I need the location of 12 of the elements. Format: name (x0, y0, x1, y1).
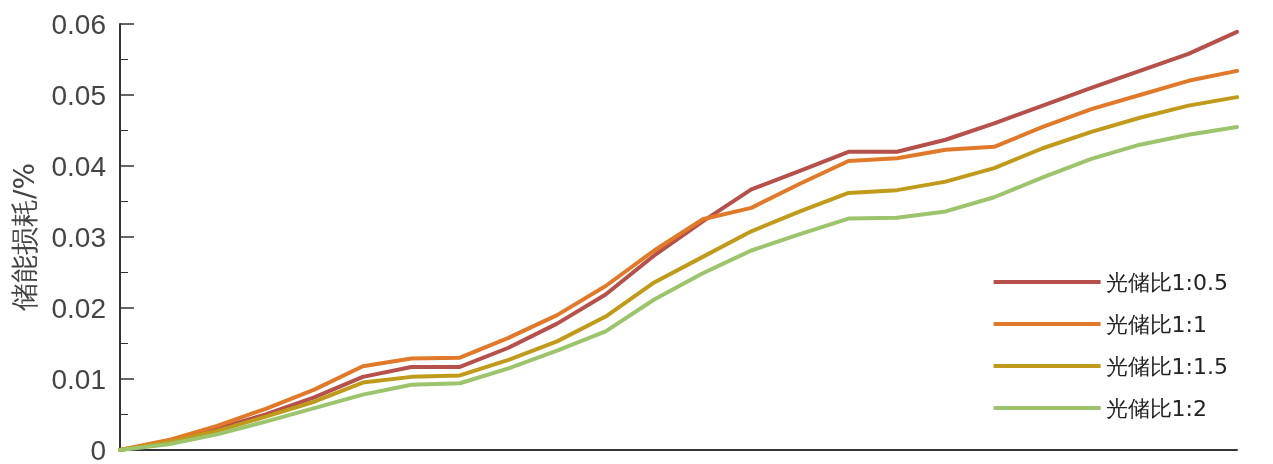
legend-label: 光储比1:0.5 (1105, 269, 1229, 295)
y-tick-label: 0.06 (51, 8, 106, 40)
legend-label: 光储比1:2 (1105, 395, 1208, 421)
y-tick-label: 0.02 (51, 292, 106, 324)
y-tick-label: 0 (90, 434, 106, 464)
y-tick-label: 0.05 (51, 79, 106, 111)
y-tick-label: 0.04 (51, 150, 106, 182)
y-tick-label: 0.01 (51, 363, 106, 395)
y-tick-label: 0.03 (51, 221, 106, 253)
legend-label: 光储比1:1.5 (1105, 353, 1229, 379)
y-axis-title: 储能损耗/% (7, 162, 41, 312)
legend-label: 光储比1:1 (1105, 311, 1208, 337)
